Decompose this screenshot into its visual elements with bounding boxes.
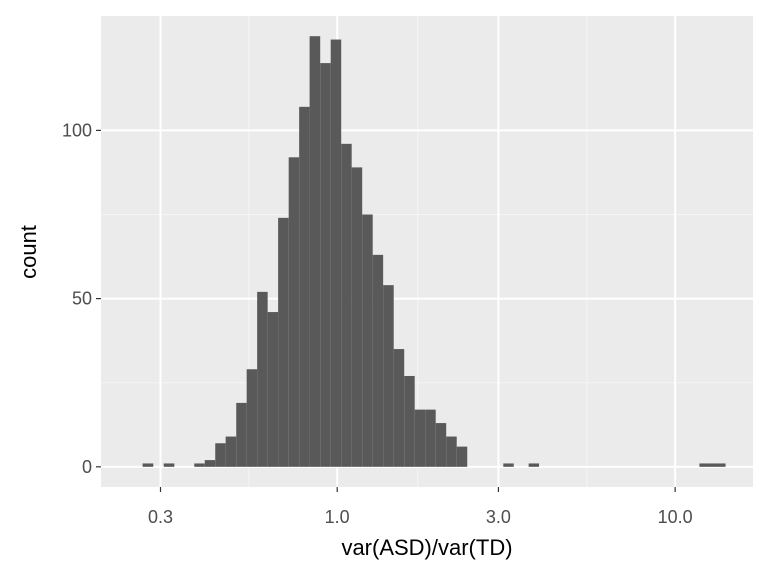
histogram-bar [383,285,394,467]
histogram-bar [278,217,289,467]
histogram-bar [372,254,384,467]
histogram-bar [330,39,342,467]
histogram-bar [435,423,447,467]
x-tick-label: 10.0 [658,507,693,527]
histogram-bar [414,409,426,467]
histogram-bar [456,446,468,467]
y-tick-label: 0 [82,457,92,477]
histogram-bar [404,375,415,467]
histogram-bar [341,143,352,467]
y-axis-title: count [16,225,41,279]
histogram-bar [215,443,226,467]
histogram-bar [320,63,331,467]
histogram-bar [142,463,154,467]
histogram-bar [257,291,268,467]
y-tick-label: 100 [62,120,92,140]
histogram-bar [267,312,279,467]
histogram-bar [246,369,258,467]
y-tick-label: 50 [72,289,92,309]
x-tick-label: 3.0 [486,507,511,527]
histogram-bar [204,460,216,467]
histogram-bar [446,436,457,467]
plot-panel [101,16,753,487]
x-axis: 0.3 1.0 3.0 10.0 [148,487,693,527]
histogram-bar [194,463,205,467]
histogram-bar [528,463,540,467]
histogram-bar [362,214,373,467]
minor-gridlines-y [101,213,753,384]
x-tick-label: 0.3 [148,507,173,527]
histogram-bar [299,106,310,467]
histogram-bars [142,36,726,467]
histogram-bar [225,436,237,467]
histogram-bar [425,409,436,467]
y-axis: 0 50 100 [62,120,101,477]
histogram-bar [236,402,247,467]
histogram-bar [288,157,300,467]
x-axis-title: var(ASD)/var(TD) [341,535,512,560]
histogram-bar [309,36,321,467]
histogram-bar [163,463,175,467]
histogram-bar [351,167,363,467]
histogram-bar [699,463,726,467]
histogram-bar [393,349,405,467]
histogram-bar [503,463,514,467]
x-tick-label: 1.0 [325,507,350,527]
